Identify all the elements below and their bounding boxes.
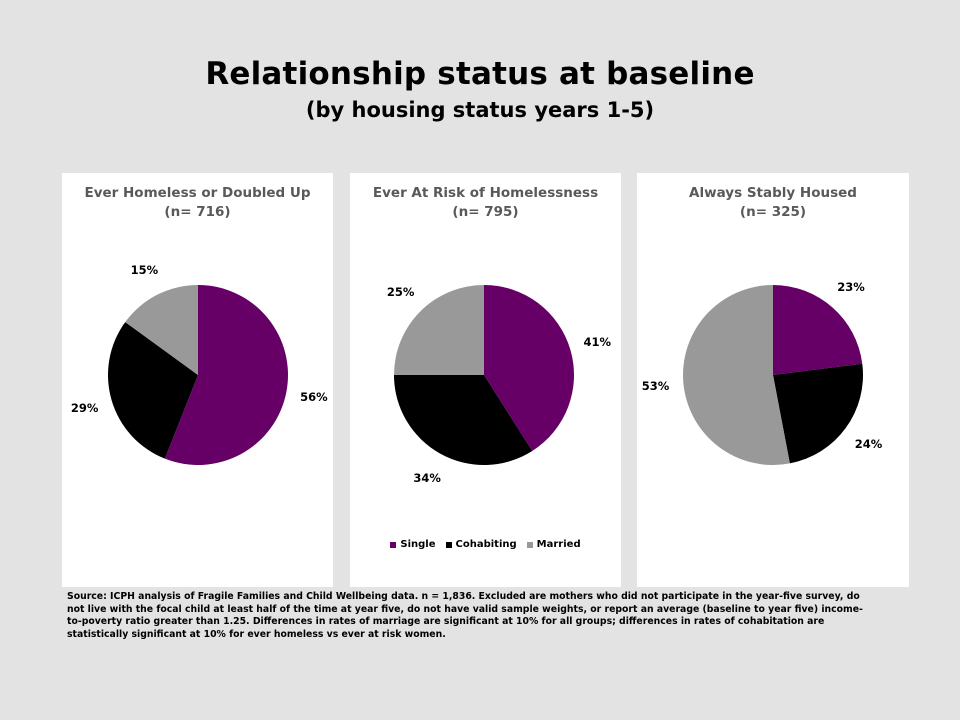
chart-title: Always Stably Housed (n= 325) — [637, 184, 909, 222]
pie-chart — [683, 285, 864, 465]
chart-title-text: Ever At Risk of Homelessness — [372, 185, 599, 201]
chart-panel-stably-housed: Always Stably Housed (n= 325) 23% 24% 53% — [637, 173, 909, 587]
pie-slice-married — [394, 285, 484, 375]
chart-title: Ever Homeless or Doubled Up (n= 716) — [62, 184, 333, 222]
legend-swatch — [390, 541, 397, 548]
pie-slice-married — [683, 285, 790, 465]
data-label-married: 15% — [130, 262, 159, 277]
chart-title-text: Always Stably Housed — [689, 185, 857, 201]
legend-item-cohabiting: Cohabiting — [445, 539, 517, 550]
legend-label: Married — [536, 539, 581, 550]
source-note: Source: ICPH analysis of Fragile Familie… — [67, 591, 863, 640]
chart-panel-ever-homeless: Ever Homeless or Doubled Up (n= 716) 56%… — [62, 173, 333, 587]
chart-sample-size: (n= 325) — [739, 204, 807, 220]
data-label-cohabiting: 29% — [70, 400, 99, 415]
chart-panel-at-risk: Ever At Risk of Homelessness (n= 795) Si… — [350, 173, 621, 587]
data-label-single: 41% — [583, 335, 612, 350]
legend-item-single: Single — [390, 539, 436, 550]
pie-slice-cohabiting — [108, 322, 198, 459]
page-subtitle: (by housing status years 1-5) — [305, 98, 655, 122]
pie-slice-single — [773, 285, 863, 375]
chart-sample-size: (n= 716) — [164, 204, 231, 220]
data-label-single: 23% — [837, 279, 865, 294]
data-label-cohabiting: 34% — [413, 471, 441, 486]
pie-slice-married — [125, 285, 198, 375]
legend-swatch — [445, 541, 452, 548]
data-label-cohabiting: 24% — [854, 437, 883, 452]
data-label-married: 53% — [641, 379, 670, 394]
pie-slice-cohabiting — [394, 375, 533, 465]
data-label-single: 56% — [300, 390, 328, 405]
page-title: Relationship status at baseline — [205, 56, 755, 92]
chart-sample-size: (n= 795) — [452, 204, 519, 220]
legend-item-married: Married — [526, 539, 581, 550]
chart-title: Ever At Risk of Homelessness (n= 795) — [350, 184, 621, 222]
pie-slice-single — [164, 285, 289, 466]
pie-chart — [108, 285, 289, 466]
data-label-married: 25% — [386, 284, 415, 299]
legend-swatch — [526, 541, 533, 548]
legend-label: Single — [400, 539, 436, 550]
pie-chart — [394, 285, 574, 465]
chart-legend: Single Cohabiting Married — [350, 539, 621, 550]
chart-title-text: Ever Homeless or Doubled Up — [84, 185, 311, 201]
pie-slice-cohabiting — [773, 363, 864, 464]
legend-label: Cohabiting — [455, 539, 517, 550]
pie-slice-single — [484, 285, 574, 451]
